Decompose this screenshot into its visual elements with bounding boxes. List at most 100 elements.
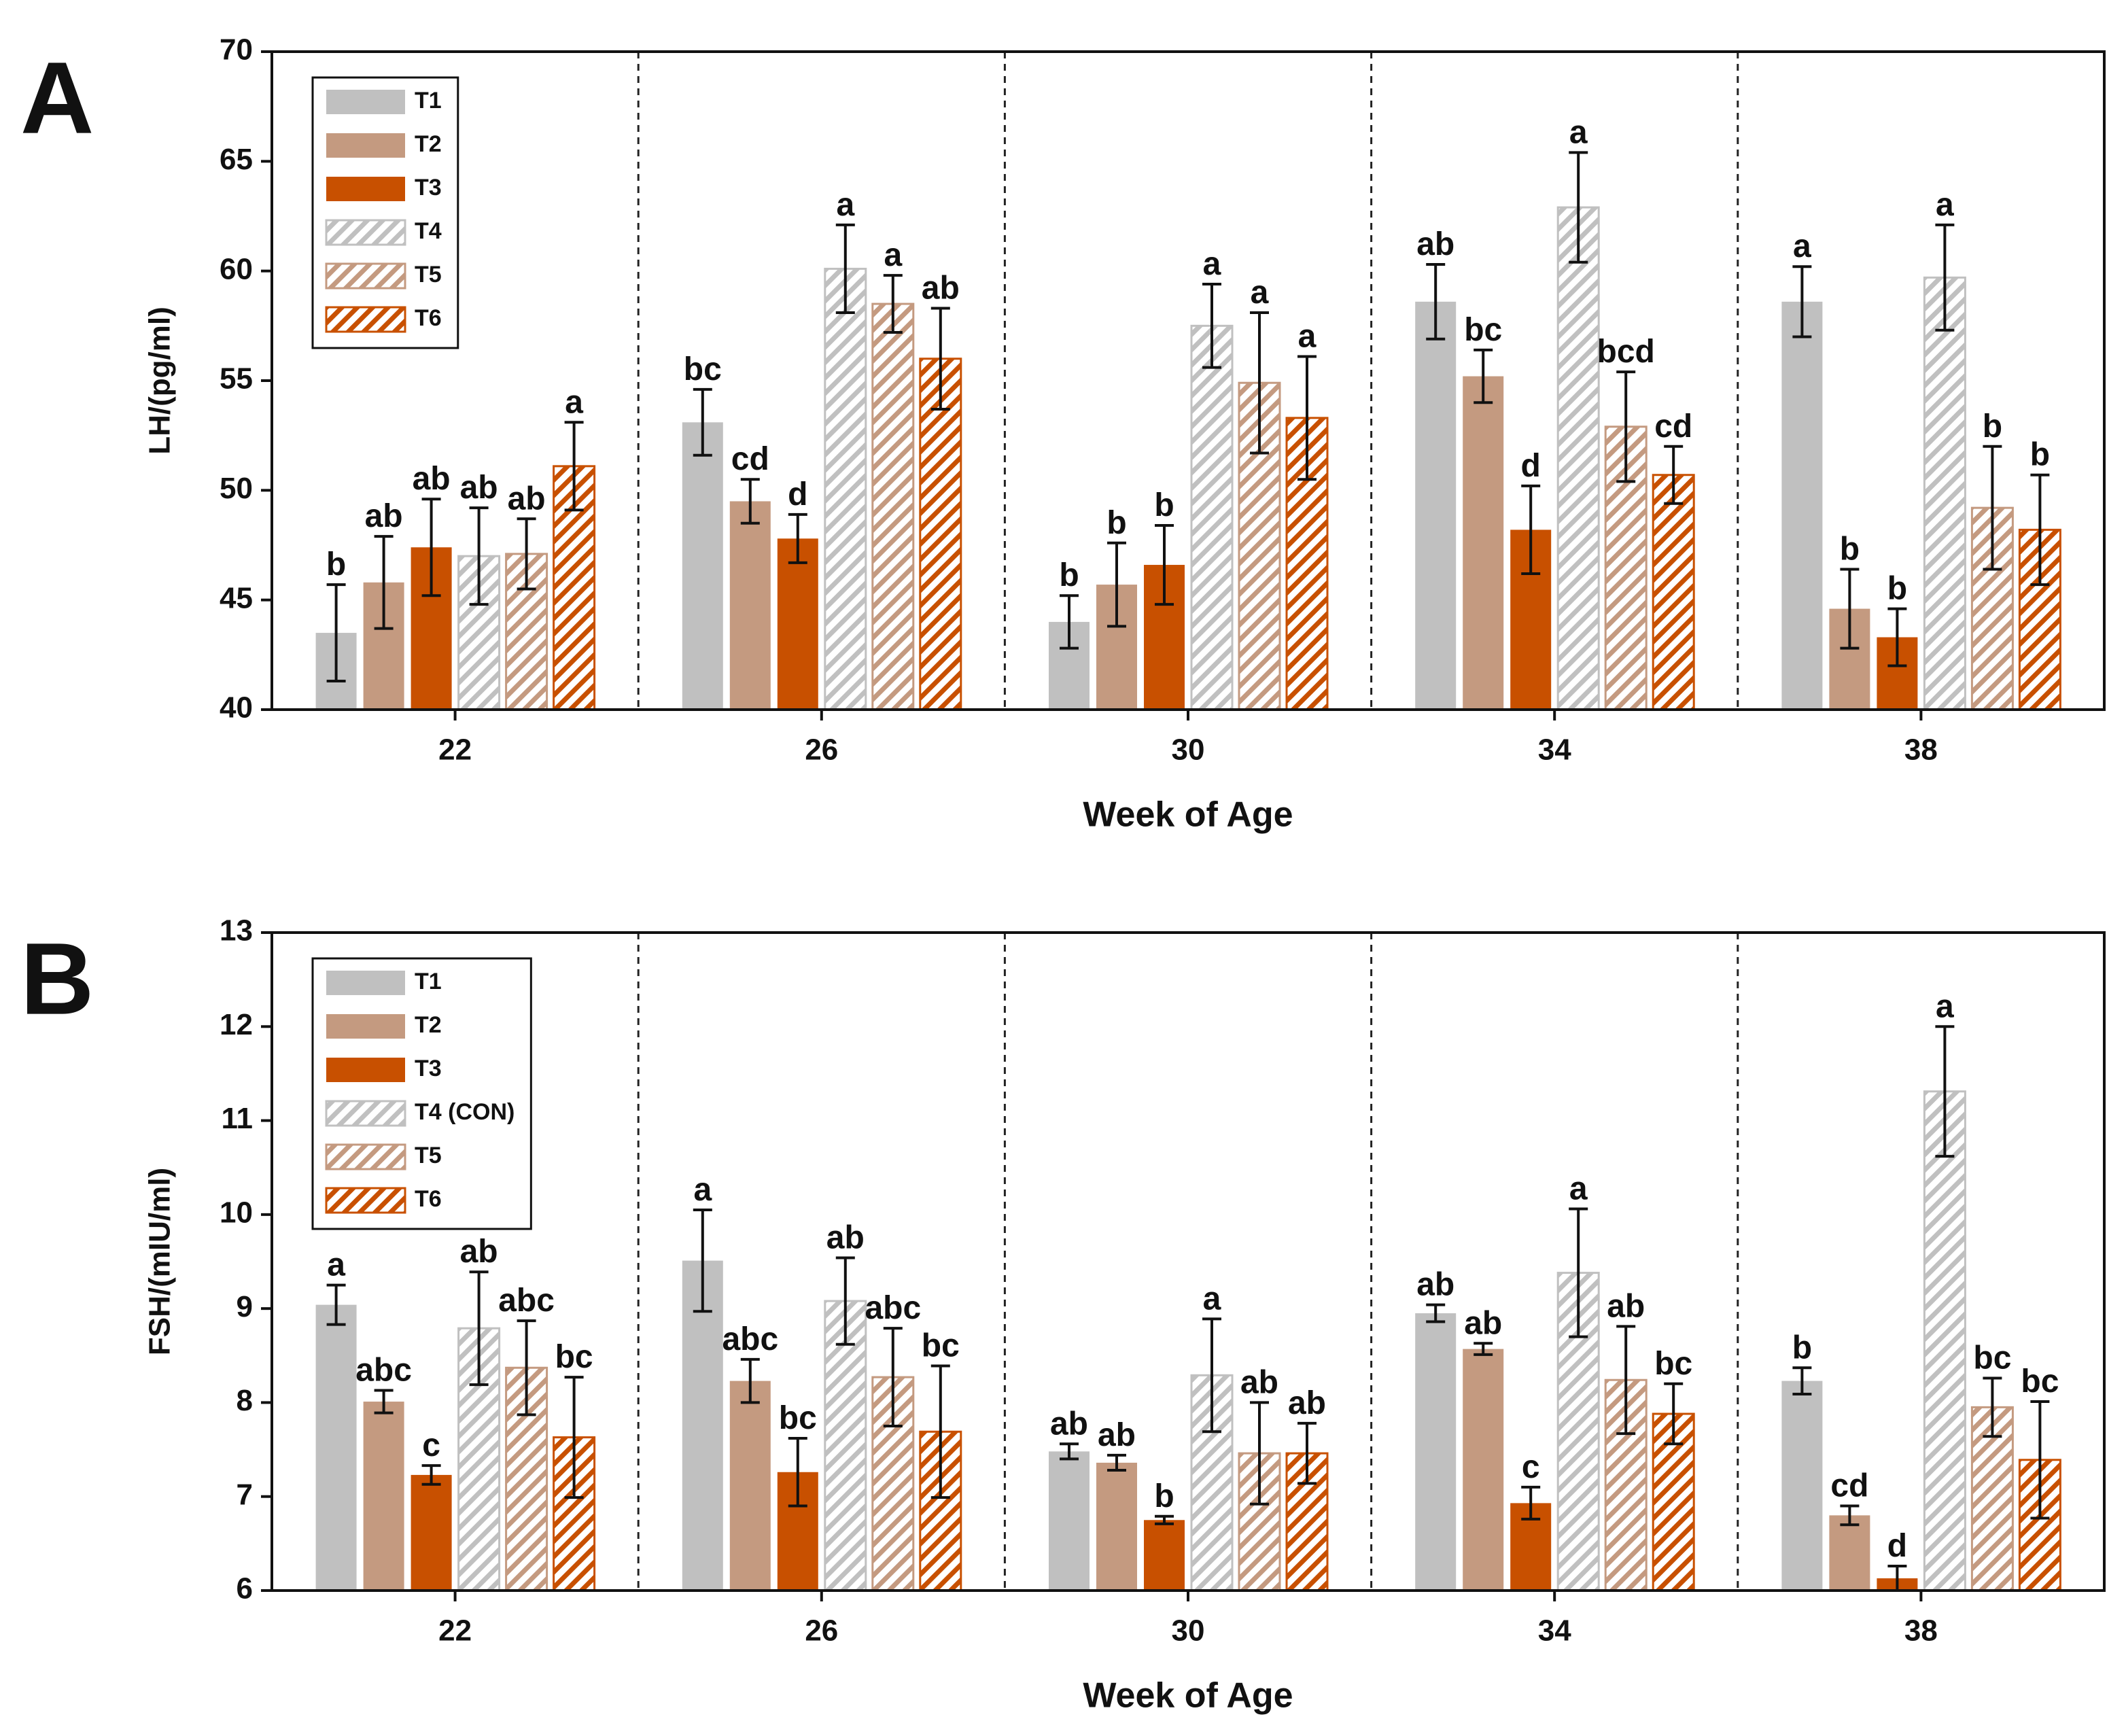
error-bar xyxy=(788,513,807,564)
significance-letter: a xyxy=(565,384,583,420)
y-tick-label: 40 xyxy=(220,691,253,725)
error-bar xyxy=(469,506,489,606)
significance-letter: d xyxy=(788,476,807,513)
legend-swatch xyxy=(326,177,405,201)
significance-letter: bc xyxy=(684,351,722,387)
bar xyxy=(1415,1313,1457,1591)
error-bar xyxy=(1107,541,1126,628)
error-bar xyxy=(930,1364,950,1499)
significance-letter: a xyxy=(693,1172,712,1208)
legend-label: T3 xyxy=(415,1056,442,1081)
significance-letter: ab xyxy=(508,481,546,517)
error-bar xyxy=(1792,1366,1812,1395)
significance-letter: a xyxy=(1569,1171,1588,1207)
significance-letter: b xyxy=(2030,437,2050,473)
legend-box xyxy=(311,76,459,349)
bar xyxy=(1463,376,1504,710)
y-tick-label: 7 xyxy=(237,1478,253,1511)
significance-letter: cd xyxy=(1654,409,1692,445)
x-tick-label: 30 xyxy=(1172,733,1205,767)
y-tick-label: 65 xyxy=(220,143,253,176)
significance-letter: bc xyxy=(779,1400,817,1436)
significance-letter: b xyxy=(1983,409,2002,445)
error-bar xyxy=(1426,262,1446,341)
error-bar xyxy=(1664,1382,1684,1446)
significance-letter: ab xyxy=(1416,226,1454,262)
bar xyxy=(824,1300,867,1592)
legend-swatch xyxy=(326,90,405,114)
error-bar xyxy=(1474,348,1493,404)
bar xyxy=(1144,1520,1185,1591)
significance-letter: a xyxy=(1936,187,1954,223)
significance-letter: ab xyxy=(460,470,498,506)
significance-letter: bc xyxy=(1654,1346,1692,1382)
error-bar xyxy=(1664,445,1684,505)
significance-letter: b xyxy=(1059,557,1079,593)
error-bar xyxy=(1616,1325,1636,1436)
significance-letter: d xyxy=(1887,1528,1907,1564)
x-tick-label: 38 xyxy=(1904,1614,1938,1648)
error-bar xyxy=(421,498,441,597)
error-bar xyxy=(883,1327,903,1427)
legend-label: T4 xyxy=(415,218,442,244)
y-tick-label: 8 xyxy=(237,1384,253,1417)
error-bar xyxy=(1297,355,1317,481)
bar xyxy=(1556,206,1600,711)
error-bar xyxy=(374,535,394,630)
error-bar xyxy=(1569,1207,1588,1338)
y-tick-label: 55 xyxy=(220,362,253,396)
significance-letter: a xyxy=(884,237,902,273)
error-bar xyxy=(1983,445,2002,571)
legend-swatch xyxy=(326,1058,405,1082)
error-bar xyxy=(693,1208,712,1313)
significance-letter: bc xyxy=(555,1339,593,1375)
significance-letter: abc xyxy=(865,1290,921,1326)
error-bar xyxy=(374,1389,394,1414)
significance-letter: b xyxy=(1840,531,1860,567)
bar xyxy=(411,1474,452,1591)
legend-label: T3 xyxy=(415,175,442,201)
legend-box xyxy=(311,957,532,1230)
significance-letter: ab xyxy=(1607,1288,1645,1324)
y-tick-label: 60 xyxy=(220,252,253,285)
legend-swatch xyxy=(325,1143,406,1170)
significance-letter: b xyxy=(1154,487,1174,523)
panel-label: A xyxy=(20,41,94,155)
bar xyxy=(1463,1349,1504,1591)
error-bar xyxy=(1887,607,1907,667)
error-bar xyxy=(326,1283,346,1326)
significance-letter: a xyxy=(1203,246,1221,282)
bar xyxy=(729,501,771,710)
bar xyxy=(1923,1090,1966,1592)
significance-letter: c xyxy=(422,1427,440,1463)
error-bar xyxy=(1250,311,1269,455)
error-bar xyxy=(1202,1317,1221,1434)
significance-letter: ab xyxy=(826,1219,865,1255)
y-tick-label: 10 xyxy=(220,1196,253,1229)
bar xyxy=(919,358,962,711)
significance-letter: a xyxy=(1936,988,1954,1024)
error-bar xyxy=(835,223,855,314)
bar xyxy=(682,422,723,710)
x-axis-title: Week of Age xyxy=(1083,1676,1293,1716)
legend-label: T5 xyxy=(415,1143,442,1168)
error-bar xyxy=(740,478,760,525)
bar xyxy=(1415,301,1457,710)
significance-letter: ab xyxy=(365,498,403,534)
error-bar xyxy=(1060,1442,1079,1461)
bar xyxy=(505,1366,548,1592)
significance-letter: b xyxy=(1154,1478,1174,1514)
significance-letter: b xyxy=(326,546,346,583)
legend-label: T5 xyxy=(415,262,442,288)
error-bar xyxy=(1426,1303,1446,1323)
bar xyxy=(1049,1451,1090,1591)
significance-letter: a xyxy=(1298,319,1317,355)
error-bar xyxy=(2030,473,2050,587)
error-bar xyxy=(1840,568,1860,650)
legend-swatch xyxy=(325,219,406,246)
legend: T1 T2 T3 T4 (CON) T5 T6 xyxy=(311,957,532,1230)
error-bar xyxy=(564,421,584,512)
error-bar xyxy=(1792,265,1812,338)
x-tick-label: 34 xyxy=(1538,1614,1571,1648)
